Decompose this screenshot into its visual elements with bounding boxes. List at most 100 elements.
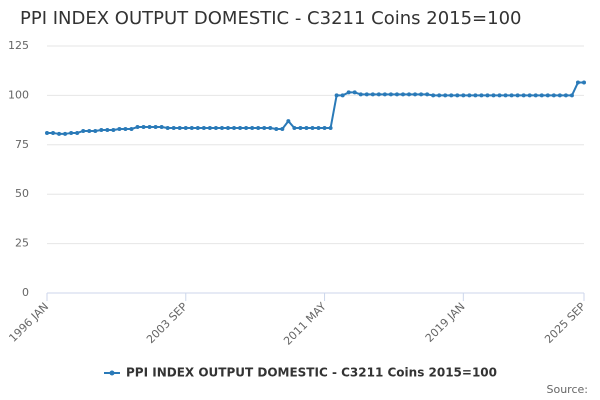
marker — [515, 93, 520, 98]
marker — [575, 80, 580, 85]
marker — [364, 92, 369, 97]
marker — [238, 126, 243, 131]
marker — [213, 126, 218, 131]
marker — [153, 125, 158, 130]
marker — [274, 126, 279, 131]
marker — [376, 92, 381, 97]
marker — [461, 93, 466, 98]
marker — [437, 93, 442, 98]
legend-label: PPI INDEX OUTPUT DOMESTIC - C3211 Coins … — [126, 366, 497, 380]
marker — [370, 92, 375, 97]
marker — [69, 130, 74, 135]
marker — [443, 93, 448, 98]
marker — [358, 92, 363, 97]
marker — [425, 92, 430, 97]
marker — [244, 126, 249, 131]
marker — [467, 93, 472, 98]
marker — [226, 126, 231, 131]
marker — [141, 125, 146, 130]
marker — [497, 93, 502, 98]
chart-title: PPI INDEX OUTPUT DOMESTIC - C3211 Coins … — [20, 8, 522, 29]
marker — [473, 93, 478, 98]
marker — [582, 80, 586, 85]
marker — [165, 126, 170, 131]
marker — [334, 93, 339, 98]
marker — [419, 92, 424, 97]
marker — [304, 126, 309, 131]
y-tick-label: 0 — [22, 286, 29, 299]
x-tick-label: 2019 JAN — [423, 300, 468, 345]
y-tick-label: 75 — [15, 138, 29, 151]
source: Source: — [547, 383, 589, 396]
legend-marker — [109, 370, 115, 376]
marker — [147, 125, 152, 130]
marker — [286, 119, 291, 124]
marker — [539, 93, 544, 98]
x-tick-label: 2003 SEP — [144, 300, 190, 346]
marker — [123, 126, 128, 131]
y-tick-label: 125 — [8, 39, 29, 52]
marker — [63, 131, 68, 136]
marker — [262, 126, 267, 131]
marker — [352, 90, 357, 95]
marker — [81, 128, 86, 133]
marker — [105, 127, 110, 132]
marker — [545, 93, 550, 98]
marker — [328, 126, 333, 131]
marker — [503, 93, 508, 98]
marker — [51, 130, 56, 135]
marker — [394, 92, 399, 97]
marker — [256, 126, 261, 131]
marker — [563, 93, 568, 98]
y-tick-label: 25 — [15, 237, 29, 250]
marker — [45, 130, 49, 135]
marker — [93, 128, 98, 133]
marker — [521, 93, 526, 98]
marker — [207, 126, 212, 131]
marker — [340, 93, 345, 98]
marker — [388, 92, 393, 97]
marker — [322, 126, 327, 131]
marker — [135, 125, 140, 130]
marker — [509, 93, 514, 98]
marker — [195, 126, 200, 131]
marker — [183, 126, 188, 131]
marker — [407, 92, 412, 97]
marker — [479, 93, 484, 98]
marker — [87, 128, 92, 133]
marker — [413, 92, 418, 97]
marker — [250, 126, 255, 131]
x-tick-label: 2025 SEP — [542, 300, 588, 346]
marker — [189, 126, 194, 131]
marker — [117, 126, 122, 131]
marker — [292, 126, 297, 131]
marker — [159, 125, 164, 130]
marker — [485, 93, 490, 98]
marker — [201, 126, 206, 131]
marker — [171, 126, 176, 131]
x-tick-label: 2011 MAY — [281, 300, 329, 348]
marker — [268, 126, 273, 131]
marker — [455, 93, 460, 98]
marker — [316, 126, 321, 131]
marker — [557, 93, 562, 98]
marker — [382, 92, 387, 97]
y-tick-label: 50 — [15, 187, 29, 200]
marker — [533, 93, 538, 98]
marker — [346, 90, 351, 95]
marker — [232, 126, 237, 131]
marker — [219, 126, 224, 131]
marker — [177, 126, 182, 131]
marker — [431, 93, 436, 98]
line — [47, 81, 584, 135]
marker — [298, 126, 303, 131]
marker — [75, 130, 80, 135]
marker — [551, 93, 556, 98]
marker — [491, 93, 496, 98]
marker — [57, 131, 62, 136]
marker — [527, 93, 532, 98]
marker — [129, 126, 134, 131]
y-tick-label: 100 — [8, 88, 29, 101]
